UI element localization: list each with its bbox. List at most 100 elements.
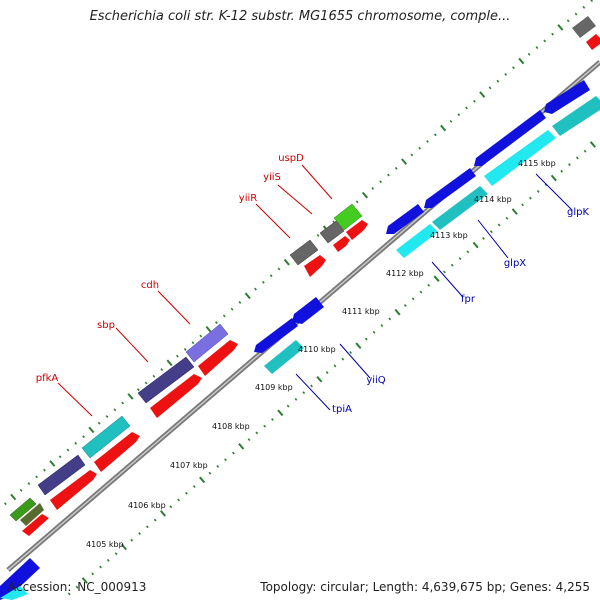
minor-tick bbox=[216, 465, 220, 468]
gene-feature-fpr[interactable] bbox=[386, 204, 424, 234]
minor-tick bbox=[199, 334, 203, 338]
cds-feature-tpiA[interactable] bbox=[264, 340, 304, 374]
minor-tick bbox=[316, 233, 320, 237]
minor-tick bbox=[238, 301, 242, 304]
cds-feature-sbp[interactable] bbox=[94, 432, 140, 472]
minor-tick bbox=[222, 314, 226, 318]
gene-feature-glpK-next[interactable] bbox=[544, 80, 590, 114]
lower-tick-row bbox=[67, 141, 596, 596]
gene-feature-pfkA-prev[interactable] bbox=[20, 503, 44, 526]
major-tick bbox=[159, 510, 167, 517]
minor-tick bbox=[496, 79, 500, 83]
minor-tick bbox=[419, 290, 423, 294]
gene-label-yiiR: yiiR bbox=[239, 193, 257, 204]
minor-tick bbox=[341, 357, 345, 361]
accession-label: Accession: bbox=[8, 580, 72, 594]
topology-label: Topology: bbox=[260, 580, 317, 594]
map-title: Escherichia coli str. K-12 substr. MG165… bbox=[89, 9, 511, 24]
cds-feature-2[interactable] bbox=[198, 340, 238, 376]
minor-tick bbox=[489, 230, 493, 234]
gene-feature-top[interactable] bbox=[572, 16, 596, 38]
minor-tick bbox=[177, 498, 181, 502]
major-tick bbox=[355, 342, 362, 350]
scale-label-4111: 4111 kbp bbox=[342, 307, 380, 316]
gene-feature-pfkA[interactable] bbox=[37, 454, 86, 496]
major-tick bbox=[277, 409, 284, 417]
cds-feature-uspD[interactable] bbox=[346, 220, 368, 240]
minor-tick bbox=[183, 348, 187, 351]
cds-feature-yiiR[interactable] bbox=[304, 255, 326, 277]
gene-label-cdh: cdh bbox=[141, 280, 159, 291]
gene-feature-sbp[interactable] bbox=[81, 415, 131, 459]
minor-tick bbox=[99, 565, 102, 569]
minor-tick bbox=[497, 223, 501, 227]
cds-feature[interactable] bbox=[22, 514, 49, 536]
minor-tick bbox=[106, 558, 110, 562]
minor-tick bbox=[153, 518, 157, 522]
minor-tick bbox=[355, 200, 359, 204]
minor-tick bbox=[566, 19, 570, 23]
forward-label-leaders bbox=[57, 164, 333, 417]
minor-tick bbox=[394, 166, 398, 170]
cds-feature-top[interactable] bbox=[586, 34, 600, 50]
cds-feature-pfkA[interactable] bbox=[50, 470, 97, 510]
scale-label-4107: 4107 kbp bbox=[170, 461, 208, 470]
cds-feature-cdh[interactable] bbox=[150, 374, 202, 418]
minor-tick bbox=[152, 374, 156, 378]
minor-tick bbox=[231, 451, 235, 455]
minor-tick bbox=[325, 371, 329, 374]
gene-feature-bottom[interactable] bbox=[0, 558, 40, 600]
minor-tick bbox=[379, 180, 382, 184]
minor-tick bbox=[387, 173, 390, 177]
scale-label-4114: 4114 kbp bbox=[474, 195, 512, 204]
gene-feature-yiiS[interactable] bbox=[319, 220, 345, 244]
gene-label-yiiQ: yiiQ bbox=[366, 375, 385, 386]
minor-tick bbox=[527, 52, 531, 56]
minor-tick bbox=[145, 525, 149, 529]
minor-tick bbox=[261, 280, 265, 284]
gene-feature-cdh[interactable] bbox=[137, 356, 195, 404]
gene-label-yiiS: yiiS bbox=[263, 172, 281, 183]
minor-tick bbox=[215, 321, 218, 325]
scale-label-4112: 4112 kbp bbox=[386, 269, 424, 278]
minor-tick bbox=[97, 421, 101, 425]
minor-tick bbox=[160, 368, 164, 371]
cds-feature-yiiS[interactable] bbox=[333, 236, 350, 252]
minor-tick bbox=[254, 287, 257, 291]
gene-feature-glpK[interactable] bbox=[474, 110, 546, 166]
minor-tick bbox=[271, 418, 274, 421]
major-tick bbox=[518, 57, 525, 65]
gene-feature-glpX[interactable] bbox=[424, 168, 476, 208]
gene-feature-purple[interactable] bbox=[185, 323, 229, 363]
gene-label-sbp: sbp bbox=[97, 320, 115, 331]
major-tick bbox=[472, 241, 479, 249]
gene-feature-green[interactable] bbox=[9, 497, 37, 522]
cds-feature-glpX[interactable] bbox=[432, 186, 488, 230]
minor-tick bbox=[230, 307, 234, 311]
major-tick bbox=[205, 326, 212, 333]
minor-tick bbox=[130, 538, 134, 542]
gene-feature-uspD[interactable] bbox=[333, 203, 363, 231]
minor-tick bbox=[575, 156, 579, 160]
minor-tick bbox=[247, 438, 251, 442]
cds-feature-glpK-next[interactable] bbox=[552, 96, 600, 136]
scale-label-4113: 4113 kbp bbox=[430, 231, 468, 240]
gene-feature-yiiQ[interactable] bbox=[292, 297, 324, 324]
major-tick bbox=[283, 258, 290, 266]
minor-tick bbox=[411, 297, 415, 301]
cds-feature-glpK[interactable] bbox=[484, 130, 556, 186]
minor-tick bbox=[380, 324, 384, 328]
cds-feature-fpr[interactable] bbox=[396, 224, 438, 258]
minor-tick bbox=[466, 250, 470, 254]
minor-tick bbox=[482, 236, 485, 240]
minor-tick bbox=[457, 113, 461, 117]
minor-tick bbox=[302, 391, 306, 395]
minor-tick bbox=[58, 455, 62, 459]
gene-feature-yiiR[interactable] bbox=[289, 239, 319, 266]
minor-tick bbox=[433, 133, 437, 137]
gene-feature-tpiA[interactable] bbox=[254, 318, 298, 353]
minor-tick bbox=[371, 187, 375, 190]
gene-feature-bottom-2[interactable] bbox=[0, 586, 28, 600]
minor-tick bbox=[333, 364, 337, 368]
